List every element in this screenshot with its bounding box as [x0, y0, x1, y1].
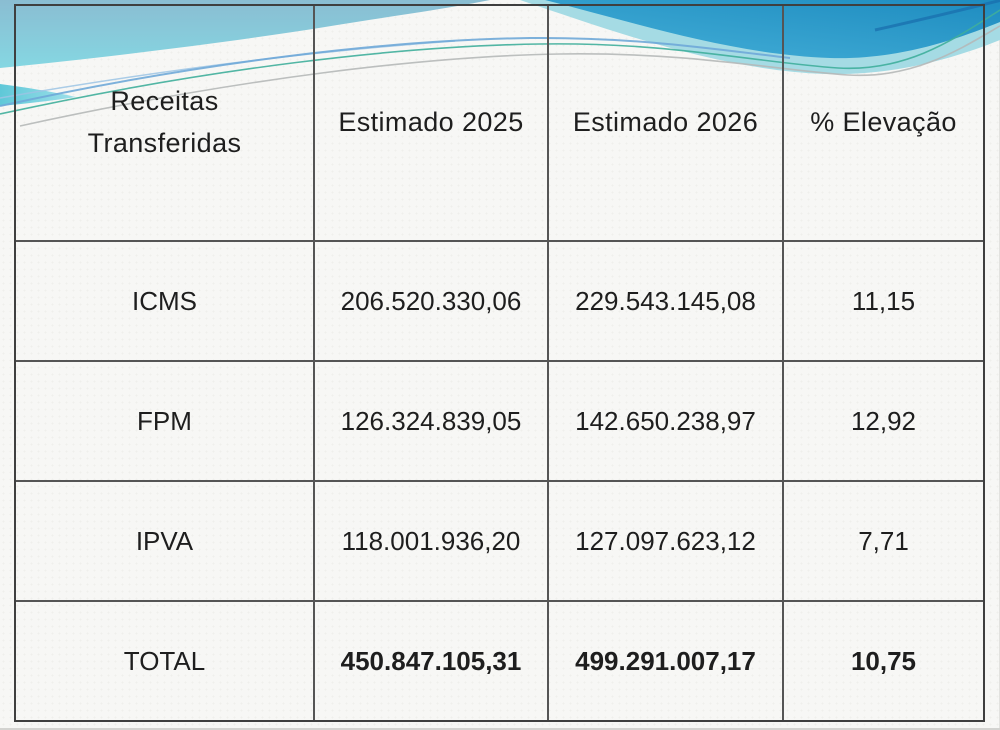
- wave-decoration: [0, 0, 1000, 127]
- row-label-total: TOTAL: [16, 602, 315, 720]
- cell-fpm-2025: 126.324.839,05: [315, 362, 549, 482]
- revenue-table: Receitas Transferidas Estimado 2025 Esti…: [14, 4, 985, 722]
- teal-band: [0, 0, 490, 68]
- row-label-ipva: IPVA: [16, 482, 315, 602]
- cell-ipva-elevacao: 7,71: [784, 482, 983, 602]
- column-header-estimado-2026: Estimado 2026: [549, 6, 784, 242]
- cell-icms-elevacao: 11,15: [784, 242, 983, 362]
- column-header-estimado-2025: Estimado 2025: [315, 6, 549, 242]
- cell-total-2025: 450.847.105,31: [315, 602, 549, 720]
- blue-swoosh: [545, 0, 1000, 59]
- column-header-receitas: Receitas Transferidas: [16, 6, 315, 242]
- cell-total-2026: 499.291.007,17: [549, 602, 784, 720]
- teal-wedge: [0, 84, 76, 106]
- cell-fpm-elevacao: 12,92: [784, 362, 983, 482]
- column-header-elevacao: % Elevação: [784, 6, 983, 242]
- row-label-fpm: FPM: [16, 362, 315, 482]
- cell-ipva-2025: 118.001.936,20: [315, 482, 549, 602]
- cell-fpm-2026: 142.650.238,97: [549, 362, 784, 482]
- cell-icms-2026: 229.543.145,08: [549, 242, 784, 362]
- cell-ipva-2026: 127.097.623,12: [549, 482, 784, 602]
- cell-total-elevacao: 10,75: [850, 645, 917, 676]
- row-label-icms: ICMS: [16, 242, 315, 362]
- cell-icms-2025: 206.520.330,06: [315, 242, 549, 362]
